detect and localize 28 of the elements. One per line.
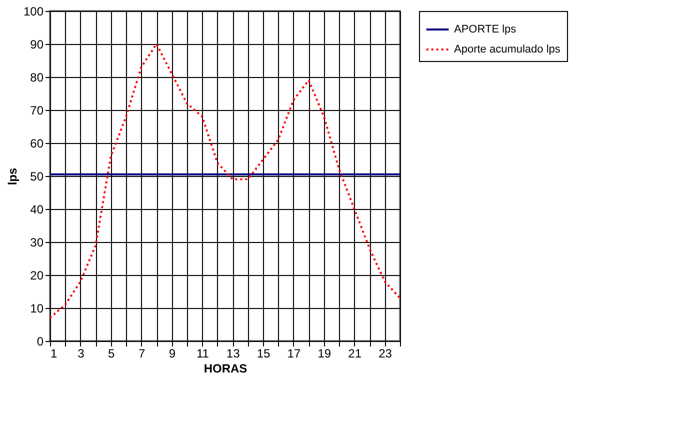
y-tick-label: 10 xyxy=(30,302,44,316)
x-tick-label: 23 xyxy=(378,346,392,360)
y-tick-label: 0 xyxy=(36,334,44,348)
line-series xyxy=(49,43,401,319)
x-axis-title: HORAS xyxy=(204,362,248,376)
y-tick-label: 50 xyxy=(30,170,44,184)
x-tick-label: 11 xyxy=(196,346,210,360)
x-tick-label: 21 xyxy=(348,346,362,360)
x-tick-label: 9 xyxy=(168,346,176,360)
x-tick-label: 13 xyxy=(226,346,240,360)
legend-label: APORTE lps xyxy=(454,24,517,36)
y-tick-label: 30 xyxy=(30,236,44,250)
y-tick-label: 20 xyxy=(30,268,44,282)
x-tick-label: 17 xyxy=(287,346,301,360)
y-tick-label: 80 xyxy=(30,70,44,84)
y-tick-label: 90 xyxy=(30,38,44,52)
y-tick-label: 60 xyxy=(30,136,44,150)
y-axis-title: lps xyxy=(5,168,20,186)
x-tick-label: 3 xyxy=(78,346,85,360)
y-tick-label: 70 xyxy=(30,104,44,118)
legend-label: Aporte acumulado lps xyxy=(454,44,561,56)
x-tick-label: 19 xyxy=(318,346,332,360)
y-tick-label: 100 xyxy=(23,4,44,18)
x-tick-label: 5 xyxy=(108,346,116,360)
y-tick-label: 40 xyxy=(30,202,44,216)
x-tick-label: 15 xyxy=(256,346,271,360)
x-tick-label: 7 xyxy=(138,346,146,360)
x-tick-label: 1 xyxy=(50,346,58,360)
